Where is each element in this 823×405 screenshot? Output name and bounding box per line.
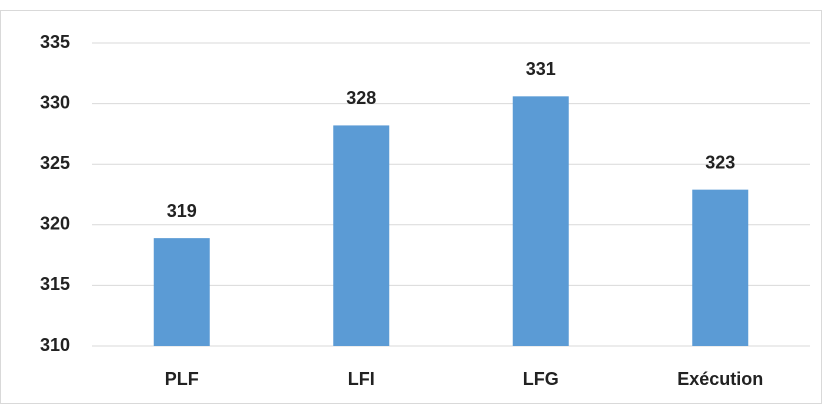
y-tick-label: 335 xyxy=(40,32,70,52)
y-tick-label: 320 xyxy=(40,214,70,234)
y-tick-label: 310 xyxy=(40,335,70,355)
x-tick-label: PLF xyxy=(165,369,199,389)
chart-border xyxy=(0,10,822,404)
y-tick-label: 330 xyxy=(40,92,70,112)
y-tick-label: 315 xyxy=(40,274,70,294)
x-tick-label: LFI xyxy=(348,369,375,389)
data-label: 323 xyxy=(705,152,735,172)
bar xyxy=(692,189,749,346)
data-label: 331 xyxy=(526,59,556,79)
x-tick-label: LFG xyxy=(523,369,559,389)
data-label: 319 xyxy=(167,201,197,221)
bar xyxy=(333,125,390,346)
y-tick-label: 325 xyxy=(40,153,70,173)
data-label: 328 xyxy=(346,88,376,108)
x-tick-label: Exécution xyxy=(677,369,763,389)
bar xyxy=(153,238,210,346)
bar xyxy=(512,96,569,346)
